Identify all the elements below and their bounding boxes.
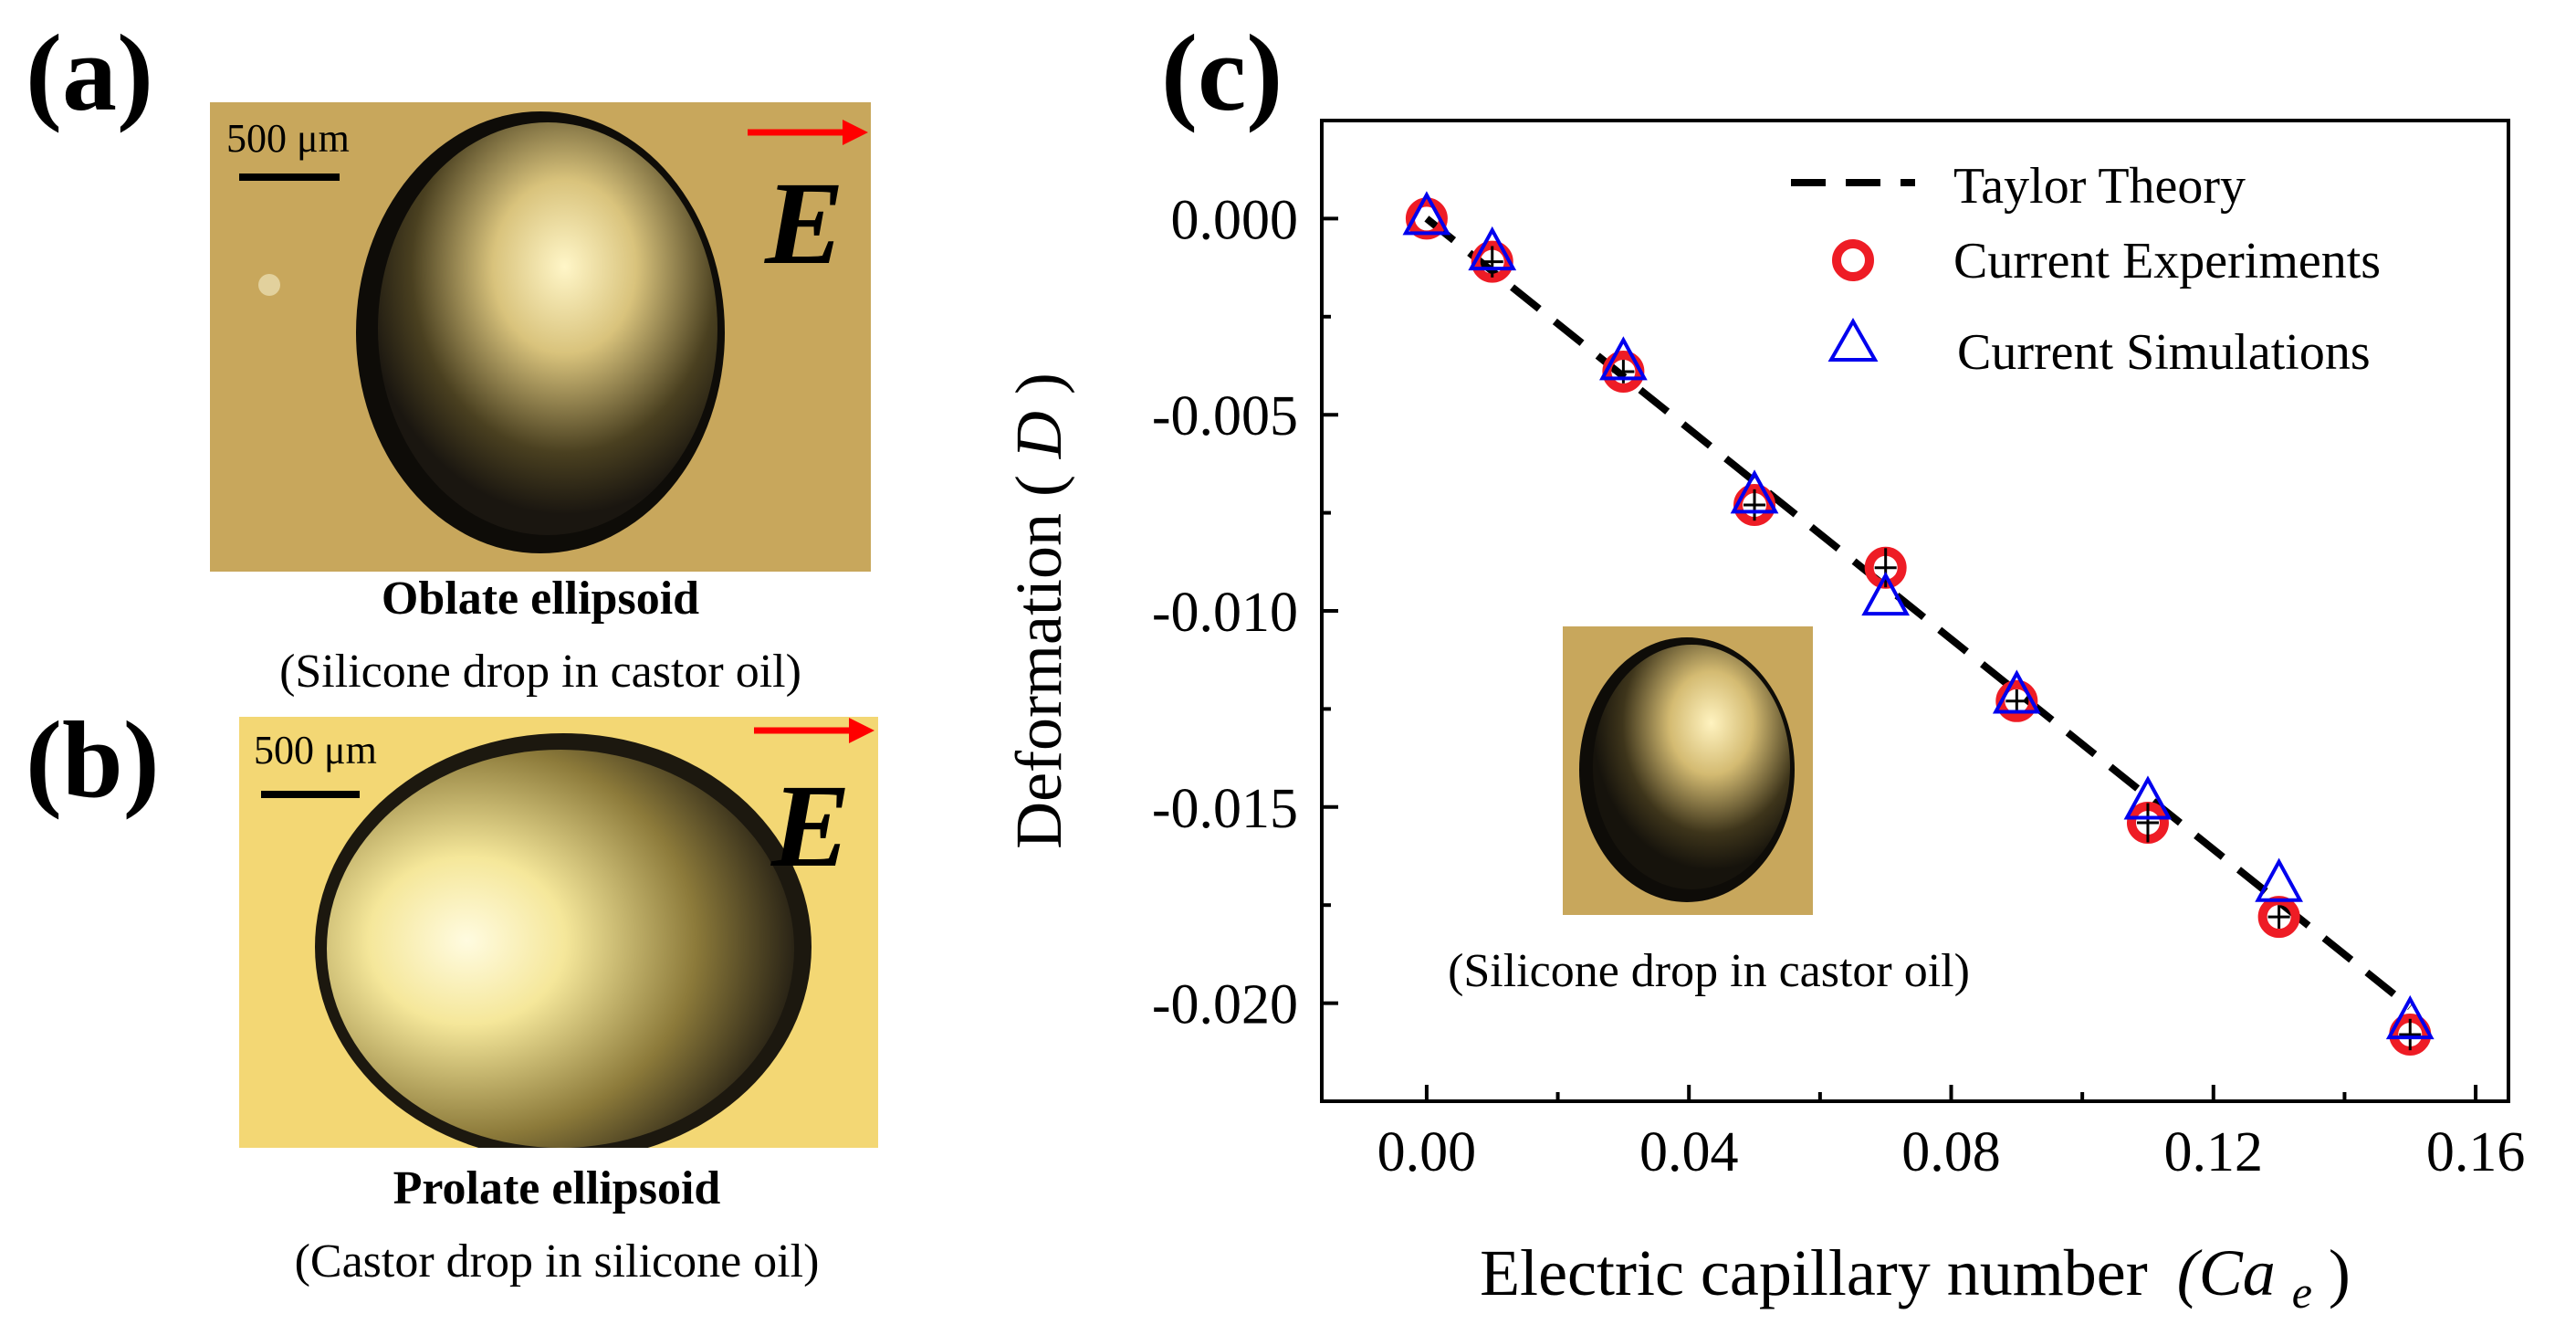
y-axis-title-text: Deformation ( — [1002, 475, 1075, 849]
simulation-point — [1468, 226, 1517, 271]
legend-experiments-swatch — [1832, 239, 1874, 281]
field-arrow-b-icon — [754, 718, 874, 743]
simulation-point — [1992, 669, 2041, 714]
simulation-point — [1402, 191, 1451, 236]
y-tick-label: -0.020 — [1152, 974, 1298, 1036]
simulation-point — [1861, 571, 1911, 616]
scale-bar-a — [239, 173, 340, 181]
taylor-theory-line — [1424, 215, 2413, 1011]
x-axis-title-text: Electric capillary number — [1480, 1236, 2148, 1309]
x-tick-label: 0.12 — [2164, 1121, 2264, 1183]
x-tick-label: 0.04 — [1639, 1121, 1739, 1183]
oblate-subtitle: (Silicone drop in castor oil) — [279, 646, 801, 698]
simulation-point — [2385, 994, 2435, 1040]
scale-bar-b — [261, 791, 360, 798]
x-axis-title-open: (Ca — [2177, 1236, 2276, 1309]
x-tick-label: 0.16 — [2426, 1121, 2526, 1183]
legend-simulations-label: Current Simulations — [1957, 324, 2371, 381]
y-axis-title-symbol: D — [1002, 411, 1075, 459]
experiment-point — [2389, 1013, 2432, 1056]
inset-drop-photo — [1563, 626, 1813, 915]
plot-series — [1402, 191, 2435, 1056]
inset-caption: (Silicone drop in castor oil) — [1448, 945, 1970, 997]
x-axis: 0.00 0.04 0.08 0.12 0.16 — [1377, 1085, 2526, 1183]
scale-label-b: 500 μm — [254, 728, 377, 773]
legend-experiments-label: Current Experiments — [1953, 233, 2381, 289]
prolate-subtitle: (Castor drop in silicone oil) — [294, 1235, 820, 1288]
oblate-title: Oblate ellipsoid — [381, 573, 700, 625]
simulation-point — [1599, 336, 1648, 381]
scale-label-a: 500 μm — [226, 116, 350, 161]
simulation-point — [2123, 775, 2173, 820]
x-tick-label: 0.00 — [1377, 1121, 1477, 1183]
panel-a-label: (a) — [26, 12, 153, 133]
x-axis-title: Electric capillary number (Ca e ) — [1480, 1236, 2351, 1322]
field-symbol-a: E — [765, 158, 844, 289]
legend-theory-label: Taylor Theory — [1953, 158, 2246, 215]
y-tick-label: -0.015 — [1152, 778, 1298, 840]
y-tick-label: -0.005 — [1152, 385, 1298, 447]
y-tick-label: -0.010 — [1152, 582, 1298, 644]
simulation-point — [1730, 469, 1779, 514]
y-axis-title: Deformation ( D ) — [1002, 373, 1075, 849]
y-axis: 0.000 -0.005 -0.010 -0.015 -0.020 — [1152, 189, 1338, 1036]
legend: Taylor Theory Current Experiments Curren… — [1791, 158, 2381, 381]
field-symbol-b: E — [771, 761, 851, 892]
prolate-title: Prolate ellipsoid — [393, 1162, 721, 1214]
legend-simulations-swatch — [1827, 317, 1879, 362]
field-arrow-a-icon — [748, 120, 868, 145]
panel-b-label: (b) — [26, 699, 160, 820]
y-axis-title-close: ) — [1002, 373, 1075, 394]
x-axis-title-close: ) — [2329, 1236, 2351, 1309]
prolate-drop-photo — [239, 717, 878, 1148]
y-tick-label: 0.000 — [1171, 189, 1299, 251]
simulation-point — [2255, 857, 2303, 902]
x-axis-title-subscript: e — [2292, 1267, 2312, 1318]
x-tick-label: 0.08 — [1901, 1121, 2001, 1183]
panel-c-label: (c) — [1161, 12, 1283, 133]
